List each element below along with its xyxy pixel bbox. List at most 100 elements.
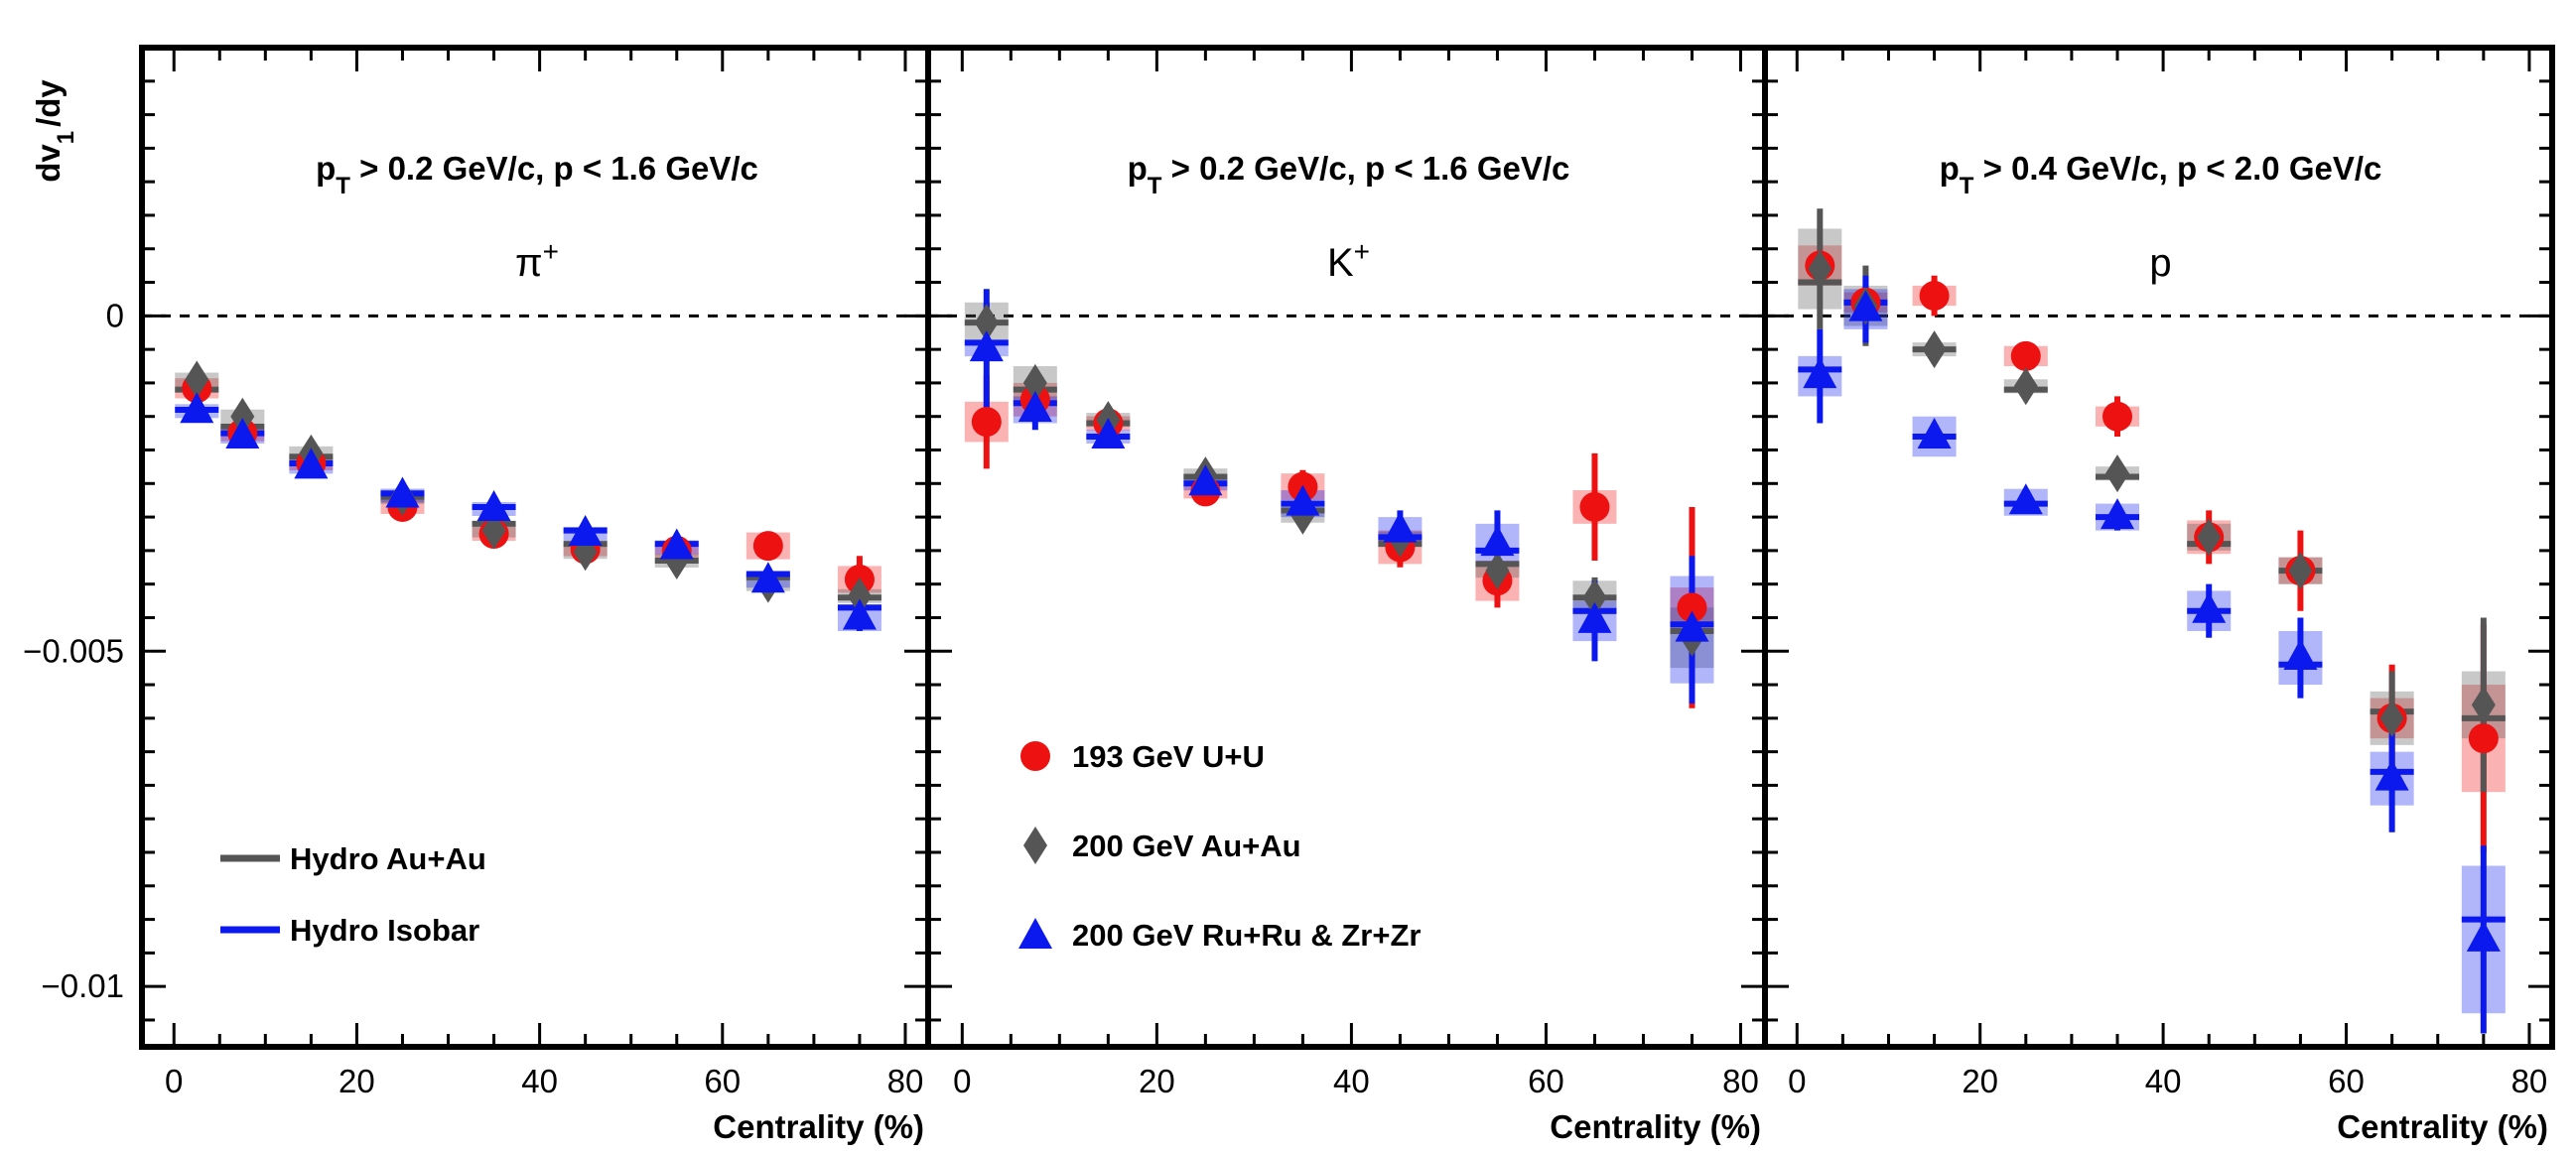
plot-frame (925, 45, 1768, 1050)
x-tick-label: 80 (1722, 1063, 1759, 1099)
auau-point (481, 511, 506, 550)
isobar-point (2466, 920, 2501, 952)
auau-point (1290, 496, 1315, 535)
kinematic-cut-label: pT > 0.2 GeV/c, p < 1.6 GeV/c (316, 150, 758, 199)
isobar-point (1091, 417, 1126, 448)
isobar-point (750, 562, 785, 593)
auau-point (974, 304, 999, 342)
x-tick-label: 80 (887, 1063, 924, 1099)
x-tick-label: 40 (2145, 1063, 2182, 1099)
x-tick-label: 40 (1333, 1063, 1370, 1099)
cut-p: p (1940, 150, 1960, 187)
plot-frame (139, 45, 931, 1050)
isobar-point (2101, 498, 2135, 530)
isobar-point (2008, 483, 2043, 515)
auau-point (847, 576, 872, 615)
isobar-point (1188, 464, 1223, 496)
cut-p: p (316, 150, 336, 187)
panel-K: 0 20 40 60 80 Centrality (%) pT > 0.2 GeV/c, p… (925, 45, 1768, 1145)
auau-point (1582, 578, 1607, 617)
isobar-point (385, 476, 420, 508)
auau-point (2379, 699, 2404, 737)
isobar-point (1480, 525, 1515, 557)
uu-point (2468, 723, 2499, 754)
x-tick-label: 0 (165, 1063, 183, 1099)
y-tick-label: −0.01 (42, 967, 125, 1004)
uu-point (1579, 491, 1610, 522)
uu-point (2010, 340, 2041, 371)
x-axis-title: Centrality (%) (1550, 1108, 1761, 1145)
uu-point (971, 407, 1002, 438)
x-axis-title: Centrality (%) (2337, 1108, 2548, 1145)
particle-name: K (1327, 241, 1354, 285)
isobar-point (1848, 290, 1883, 321)
y-axis-title: dv1/dy (30, 79, 79, 183)
plot-frame (1762, 45, 2555, 1050)
x-tick-label: 20 (1962, 1063, 1998, 1099)
cut-rest: > 0.2 GeV/c, p < 1.6 GeV/c (1161, 150, 1569, 187)
legend-isobar-label: 200 GeV Ru+Ru & Zr+Zr (1072, 918, 1421, 953)
isobar-point (1286, 484, 1320, 516)
isobar-point (1017, 390, 1052, 422)
isobar-point (476, 489, 511, 521)
x-tick-label: 20 (339, 1063, 375, 1099)
particle-label: p (2149, 241, 2171, 285)
x-tick-label: 60 (704, 1063, 741, 1099)
isobar-point (2374, 759, 2409, 791)
auau-point (2105, 454, 2130, 493)
y-axis-title-main: dv (30, 144, 67, 183)
hydro-legend: Hydro Au+Au Hydro Isobar (220, 841, 486, 948)
data-legend: 193 GeV U+U 200 GeV Au+Au 200 GeV Ru+Ru … (1018, 739, 1421, 953)
auau-point (2197, 518, 2222, 557)
cut-p: p (1128, 150, 1148, 187)
isobar-point (1803, 357, 1837, 389)
particle-charge: + (543, 236, 559, 267)
isobar-point (1917, 417, 1952, 448)
uu-point (752, 531, 783, 562)
legend-uu-marker (1020, 741, 1050, 771)
auau-point (1022, 363, 1047, 402)
cut-sub: T (336, 173, 350, 199)
auau-point (2013, 367, 2038, 406)
isobar-point (568, 514, 603, 546)
auau-point (1808, 250, 1832, 289)
y-axis-title-tail: /dy (30, 79, 67, 127)
isobar-point (294, 448, 329, 479)
y-tick-label: 0 (106, 297, 124, 333)
y-axis-title-sub: 1 (53, 131, 79, 144)
uu-point (2102, 401, 2133, 432)
isobar-point (180, 392, 214, 424)
data-layer (964, 289, 1714, 708)
y-tick-label: −0.005 (23, 632, 124, 669)
isobar-point (842, 598, 877, 630)
uu-point (1677, 592, 1707, 623)
auau-point (2288, 552, 2313, 590)
x-tick-label: 40 (521, 1063, 558, 1099)
uu-point (1919, 281, 1950, 312)
cut-rest: > 0.2 GeV/c, p < 1.6 GeV/c (350, 150, 758, 187)
legend-uu-label: 193 GeV U+U (1072, 739, 1265, 774)
particle-name: π (515, 241, 543, 285)
legend-hydro-isobar-label: Hydro Isobar (290, 913, 479, 948)
x-tick-label: 80 (2511, 1063, 2548, 1099)
data-layer (175, 360, 881, 631)
isobar-point (225, 417, 260, 448)
cut-sub: T (1960, 173, 1974, 199)
isobar-point (1675, 610, 1709, 642)
auau-point (2471, 686, 2496, 724)
auau-point (1485, 552, 1510, 590)
auau-point (230, 397, 255, 436)
cut-sub: T (1148, 173, 1162, 199)
legend-hydro-auau-label: Hydro Au+Au (290, 841, 486, 876)
x-tick-label: 0 (953, 1063, 971, 1099)
particle-label: K+ (1327, 236, 1370, 286)
isobar-point (969, 330, 1004, 362)
auau-point (1922, 330, 1947, 369)
isobar-point (2283, 639, 2318, 671)
particle-charge: + (1354, 236, 1370, 267)
isobar-point (1383, 511, 1418, 543)
cut-rest: > 0.4 GeV/c, p < 2.0 GeV/c (1973, 150, 2381, 187)
x-tick-label: 60 (2328, 1063, 2365, 1099)
